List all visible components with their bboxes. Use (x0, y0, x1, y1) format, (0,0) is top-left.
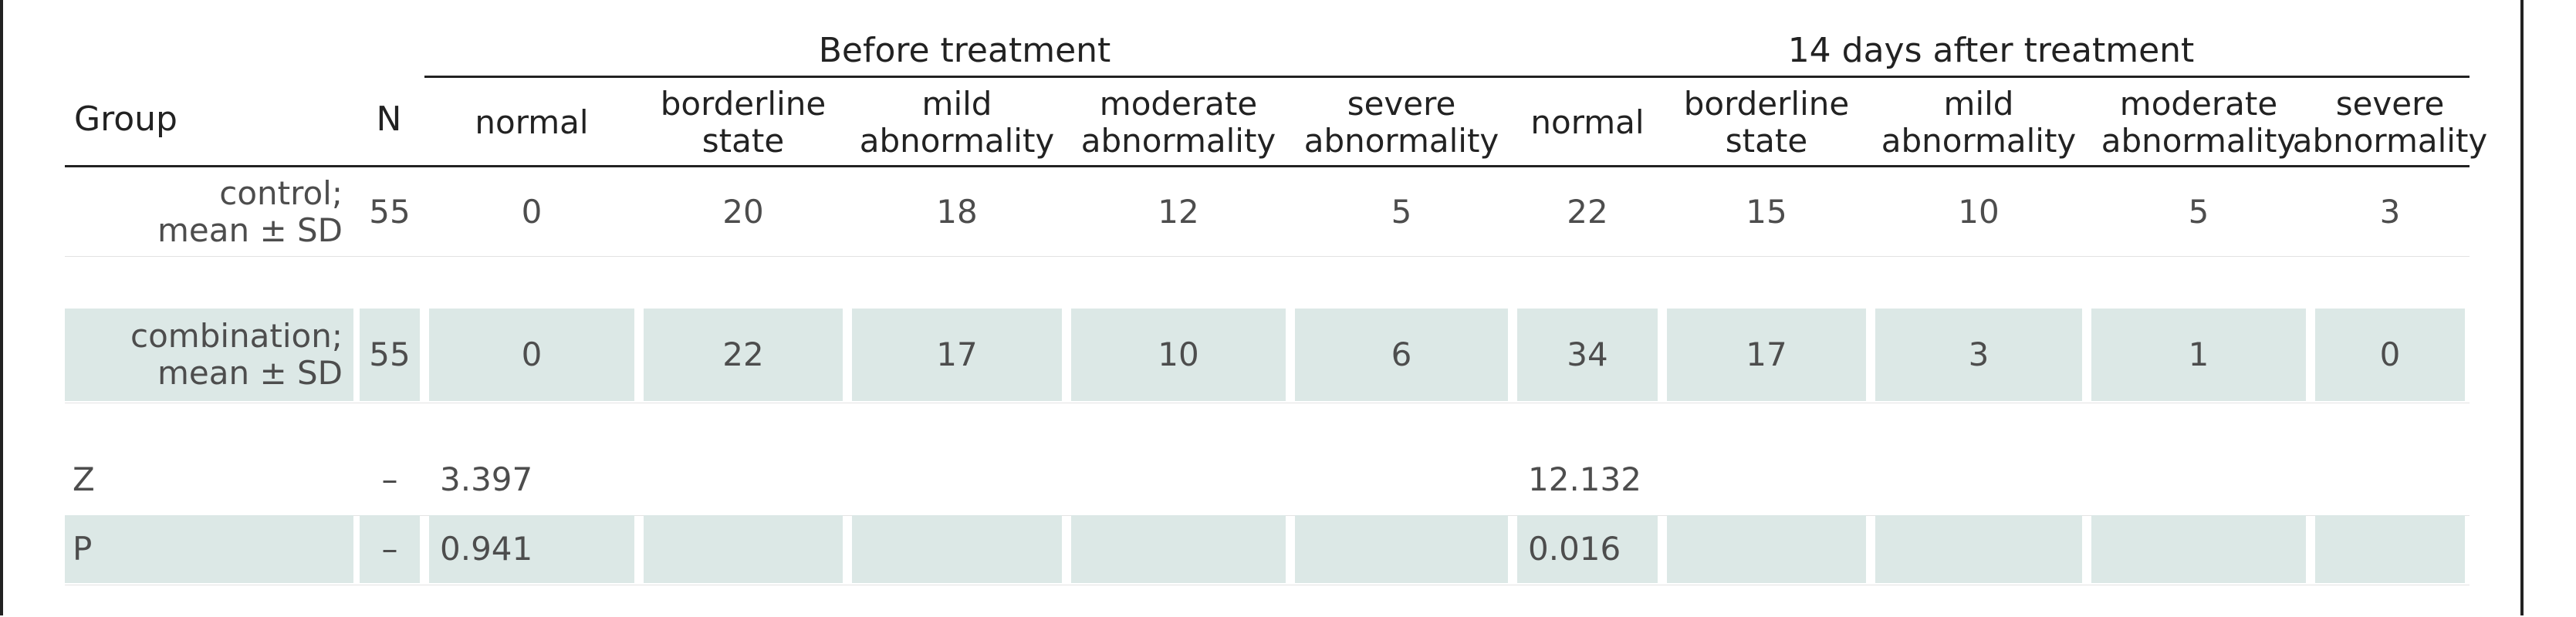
row-shade (2315, 515, 2465, 583)
row-group-label: P (73, 529, 93, 568)
subheader-before-3: moderate abnormality (1080, 84, 1276, 160)
cell-before-4: 6 (1391, 335, 1412, 373)
span-rule (424, 76, 2470, 78)
cell-before-1 (639, 515, 847, 583)
cell-before-3: 10 (1158, 335, 1199, 373)
subheader-after-0: normal (1530, 103, 1645, 141)
row-group-label: Z (73, 460, 95, 498)
cell-before-2: 18 (936, 192, 978, 231)
cell-before-2: 17 (936, 335, 978, 373)
row-shade (2315, 308, 2465, 401)
cell-after-3: 1 (2188, 335, 2209, 373)
header-group: Group (74, 99, 177, 139)
cell-after-1: 15 (1746, 192, 1787, 231)
cell-before-4 (1290, 515, 1513, 583)
cell-after-4: 3 (2379, 192, 2401, 231)
row-n: – (381, 529, 398, 568)
cell-after-4: 0 (2379, 335, 2401, 373)
row-shade (1875, 308, 2082, 401)
row-shade (1517, 308, 1658, 401)
subheader-before-4: severe abnormality (1303, 84, 1499, 160)
cell-after-2 (1871, 515, 2087, 583)
row-shade (1875, 515, 2082, 583)
cell-after-3: 5 (2188, 192, 2209, 231)
cell-before-0: 0.941 (440, 529, 533, 568)
row-shade (2091, 308, 2306, 401)
subheader-after-4: severe abnormality (2292, 84, 2488, 160)
cell-before-1 (639, 446, 847, 514)
row-n: – (381, 460, 398, 498)
row-group-label: combination; mean ± SD (130, 316, 343, 392)
cell-after-2 (1871, 446, 2087, 514)
row-shade (360, 515, 420, 583)
cell-before-4 (1290, 446, 1513, 514)
subheader-after-3: moderate abnormality (2101, 84, 2297, 160)
row-shade (65, 515, 353, 583)
header-before-treatment: Before treatment (818, 30, 1111, 70)
row-shade (1667, 308, 1866, 401)
header-n: N (376, 99, 402, 139)
cell-after-4 (2311, 446, 2470, 514)
row-n: 55 (369, 335, 411, 373)
row-separator (65, 256, 2470, 257)
subheader-after-2: mild abnormality (1881, 84, 2077, 160)
row-shade (429, 515, 634, 583)
cell-after-2: 3 (1968, 335, 1989, 373)
row-n: 55 (369, 192, 411, 231)
subheader-before-2: mild abnormality (859, 84, 1055, 160)
subheader-before-1: borderline state (660, 84, 827, 160)
cell-after-1 (1662, 446, 1871, 514)
cell-after-1 (1662, 515, 1871, 583)
row-shade (852, 515, 1062, 583)
data-table: Before treatment 14 days after treatment… (65, 29, 2488, 600)
cell-before-4: 5 (1391, 192, 1412, 231)
subheader-before-0: normal (475, 103, 589, 141)
row-shade (644, 308, 843, 401)
row-shade (644, 515, 843, 583)
header-14-days-after: 14 days after treatment (1787, 30, 2195, 70)
row-shade (65, 308, 353, 401)
row-shade (2091, 515, 2306, 583)
cell-after-1: 17 (1746, 335, 1787, 373)
cell-after-0: 22 (1567, 192, 1608, 231)
row-shade (1295, 308, 1508, 401)
cell-after-3 (2087, 515, 2311, 583)
cell-after-0: 0.016 (1528, 529, 1621, 568)
cell-before-0: 3.397 (440, 460, 533, 498)
page-frame (0, 0, 2524, 615)
cell-before-3: 12 (1158, 192, 1199, 231)
row-shade (1071, 515, 1286, 583)
cell-after-2: 10 (1958, 192, 2000, 231)
cell-before-3 (1067, 446, 1290, 514)
cell-after-3 (2087, 446, 2311, 514)
row-shade (429, 308, 634, 401)
cell-after-0: 34 (1567, 335, 1608, 373)
row-shade (1517, 515, 1658, 583)
cell-before-0: 0 (521, 192, 543, 231)
row-shade (1667, 515, 1866, 583)
cell-before-2 (847, 515, 1067, 583)
row-shade (1071, 308, 1286, 401)
cell-before-1: 20 (722, 192, 764, 231)
cell-before-2 (847, 446, 1067, 514)
cell-before-1: 22 (722, 335, 764, 373)
cell-before-0: 0 (521, 335, 543, 373)
row-shade (360, 308, 420, 401)
subheader-after-1: borderline state (1683, 84, 1850, 160)
cell-before-3 (1067, 515, 1290, 583)
row-shade (852, 308, 1062, 401)
cell-after-0: 12.132 (1528, 460, 1641, 498)
cell-after-4 (2311, 515, 2470, 583)
row-shade (1295, 515, 1508, 583)
row-group-label: control; mean ± SD (157, 174, 343, 249)
header-bottom-rule (65, 165, 2470, 167)
